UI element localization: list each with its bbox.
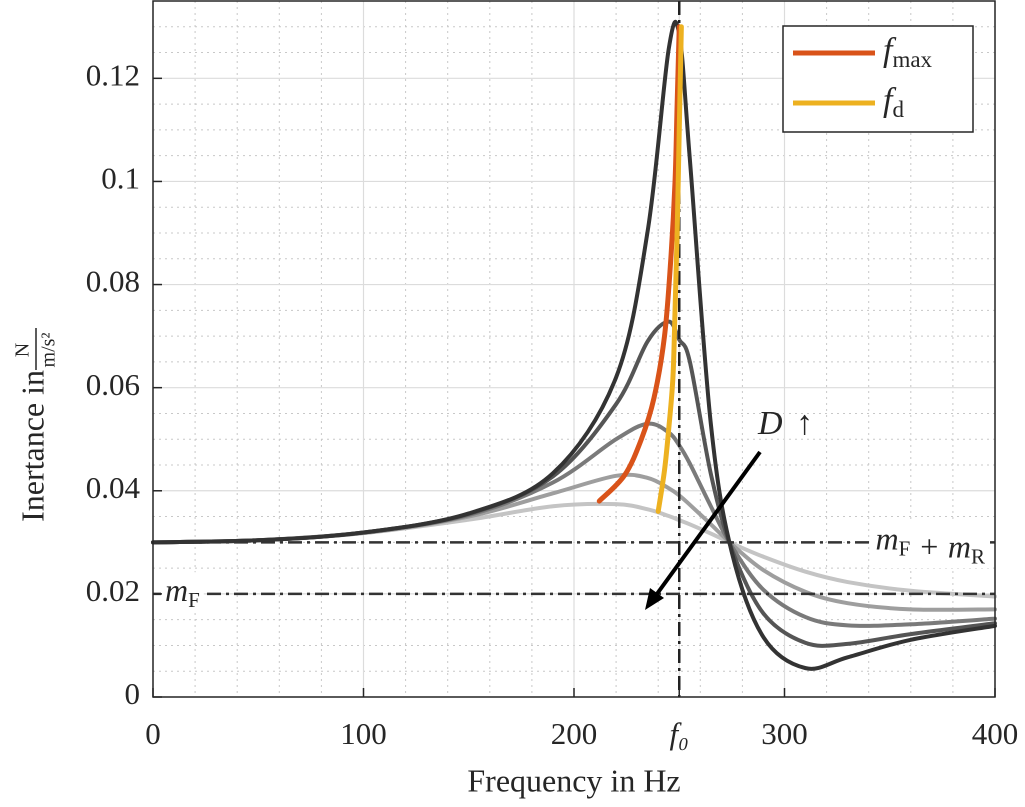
label-part: m [165, 572, 188, 608]
label-subscript: F [188, 588, 200, 612]
reference-line-label: mF + mR [875, 521, 985, 568]
y-axis-label-numerator: N [12, 343, 34, 357]
y-tick-label: 0.02 [86, 573, 140, 608]
annotation-symbol: D [757, 405, 783, 442]
annotation-arrowhead [645, 588, 664, 610]
label-subscript: F [899, 536, 911, 560]
y-axis-label-text: Inertance in [14, 370, 50, 522]
legend-label-subscript: d [892, 97, 904, 122]
label-subscript: R [971, 544, 985, 568]
x-axis-label: Frequency in Hz [467, 762, 680, 798]
legend-label-subscript: max [892, 47, 932, 72]
y-tick-label: 0.1 [101, 161, 140, 196]
label-part: m [948, 529, 971, 565]
label-background [161, 572, 204, 612]
y-tick-label: 0.12 [86, 57, 140, 92]
x-tick-label: 100 [340, 716, 387, 751]
peak-locus-line [655, 24, 684, 514]
label-part: + [910, 529, 948, 565]
y-tick-label: 0 [125, 676, 141, 711]
x-tick-label: 0 [145, 716, 161, 751]
annotation: D ↑ [645, 405, 813, 610]
y-tick-label: 0.06 [86, 367, 140, 402]
label-part: m [875, 521, 898, 557]
label-background [871, 520, 989, 569]
reference-line-label: mF [165, 572, 200, 611]
axes: 0 100 200 f₀ 300 400 0 0.02 0.04 0.06 0.08 0.1 0.12 [86, 57, 1019, 751]
annotation-arrow-text: ↑ [796, 405, 813, 442]
peak-loci [596, 24, 684, 514]
y-axis-label: Inertance in N m/s² [12, 328, 60, 522]
y-axis-label-denominator: m/s² [38, 333, 60, 368]
x-tick-label: 400 [972, 716, 1019, 751]
peak-locus-line [596, 24, 682, 504]
annotation-arrow [652, 450, 762, 600]
x-tick-label: 200 [551, 716, 598, 751]
y-tick-label: 0.08 [86, 264, 140, 299]
x-tick-label: f₀ [670, 716, 689, 751]
legend-box [782, 25, 974, 133]
y-tick-label: 0.04 [86, 470, 141, 505]
x-tick-label: 300 [761, 716, 808, 751]
